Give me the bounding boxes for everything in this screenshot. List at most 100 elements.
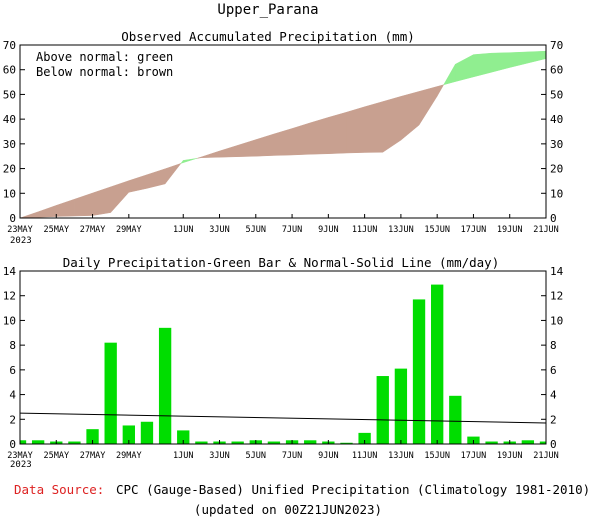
daily-bar xyxy=(431,284,444,444)
accumulated-title: Observed Accumulated Precipitation (mm) xyxy=(121,29,415,44)
accumulated-xtick-label: 21JUN xyxy=(533,225,559,235)
accumulated-ytick-left-label: 30 xyxy=(3,138,16,151)
accumulated-ytick-right-label: 30 xyxy=(550,138,563,151)
accumulated-ytick-left-label: 70 xyxy=(3,39,16,52)
daily-xtick-label: 13JUN xyxy=(388,451,414,461)
below-normal-area xyxy=(92,186,111,216)
daily-xtick-label: 9JUN xyxy=(318,451,338,461)
daily-title: Daily Precipitation-Green Bar & Normal-S… xyxy=(63,255,500,270)
daily-plot-frame xyxy=(19,270,547,445)
below-normal-area xyxy=(164,162,182,185)
daily-bar xyxy=(358,432,371,444)
accumulated-xtick-label: 3JUN xyxy=(209,225,229,235)
accumulated-ytick-left-label: 0 xyxy=(9,212,16,225)
daily-xtick-label: 17JUN xyxy=(461,451,487,461)
daily-ytick-right-label: 6 xyxy=(550,364,557,377)
daily-ytick-right-label: 2 xyxy=(550,413,557,426)
above-normal-area xyxy=(527,50,547,64)
daily-panel: Daily Precipitation-Green Bar & Normal-S… xyxy=(3,255,564,470)
below-normal-area xyxy=(110,180,130,214)
accumulated-xtick-label: 1JUN xyxy=(173,225,193,235)
accumulated-ytick-right-label: 70 xyxy=(550,39,563,52)
accumulated-xtick-label: 9JUN xyxy=(318,225,338,235)
daily-xtick-label: 3JUN xyxy=(209,451,229,461)
daily-bar xyxy=(521,440,535,444)
accumulated-ytick-right-label: 20 xyxy=(550,163,563,176)
accumulated-ytick-right-label: 40 xyxy=(550,113,563,126)
accumulated-ytick-left-label: 60 xyxy=(3,64,16,77)
accumulated-xtick-label: 25MAY xyxy=(43,225,69,235)
accumulated-xtick-label: 27MAY xyxy=(80,225,106,235)
daily-ytick-right-label: 8 xyxy=(550,339,557,352)
data-source-text: CPC (Gauge-Based) Unified Precipitation … xyxy=(116,482,590,497)
daily-ytick-right-label: 4 xyxy=(550,389,557,402)
below-normal-area xyxy=(196,156,202,159)
daily-bar xyxy=(340,442,353,444)
daily-xtick-label: 5JUN xyxy=(246,451,266,461)
below-normal-area xyxy=(418,86,438,126)
below-normal-area xyxy=(201,150,220,158)
daily-ytick-left-label: 0 xyxy=(9,438,16,451)
daily-ytick-left-label: 6 xyxy=(9,364,16,377)
accumulated-ticks: 0 0 10 10 20 20 30 30 40 40 50 50 60 60 70 70 23MAY 25MAY… xyxy=(3,39,564,235)
below-normal-area xyxy=(309,117,329,155)
below-normal-area xyxy=(328,111,347,155)
daily-bar xyxy=(68,441,81,444)
daily-bar xyxy=(177,430,190,444)
accumulated-plot-frame xyxy=(19,44,547,219)
daily-xtick-label: 27MAY xyxy=(80,451,106,461)
accumulated-xtick-label: 11JUN xyxy=(352,225,378,235)
daily-xtick-label: 15JUN xyxy=(424,451,450,461)
daily-xtick-label: 1JUN xyxy=(173,451,193,461)
below-normal-area xyxy=(364,101,384,153)
daily-normal-line xyxy=(19,412,547,424)
above-normal-area xyxy=(491,52,510,73)
above-normal-area xyxy=(509,51,529,68)
accumulated-xtick-label: 7JUN xyxy=(282,225,302,235)
accumulated-ytick-right-label: 60 xyxy=(550,64,563,77)
legend-below: Below normal: brown xyxy=(36,65,173,79)
accumulated-xtick-label: 15JUN xyxy=(424,225,450,235)
below-normal-area xyxy=(37,205,57,218)
above-normal-area xyxy=(182,158,197,163)
above-normal-area xyxy=(473,52,492,78)
below-normal-area xyxy=(19,211,39,219)
below-normal-area xyxy=(219,144,238,158)
below-normal-area xyxy=(237,139,257,157)
below-normal-area xyxy=(128,174,148,193)
daily-bar xyxy=(20,440,27,444)
daily-bar xyxy=(412,299,426,444)
updated-text: (updated on 00Z21JUN2023) xyxy=(194,502,382,517)
accumulated-ytick-left-label: 20 xyxy=(3,163,16,176)
daily-bar xyxy=(304,440,317,444)
daily-ytick-left-label: 8 xyxy=(9,339,16,352)
daily-xtick-label: 11JUN xyxy=(352,451,378,461)
daily-bar xyxy=(195,441,208,444)
daily-bar xyxy=(485,441,498,444)
daily-bar xyxy=(122,425,135,444)
daily-bar xyxy=(539,441,546,444)
daily-bars xyxy=(20,284,546,444)
accumulated-fill xyxy=(19,50,547,219)
daily-ytick-left-label: 14 xyxy=(3,265,17,278)
daily-bar xyxy=(104,342,117,444)
below-normal-area xyxy=(346,106,365,154)
page-title: Upper_Parana xyxy=(217,2,318,18)
daily-ytick-right-label: 14 xyxy=(550,265,564,278)
accumulated-year-label: 2023 xyxy=(10,236,32,246)
below-normal-area xyxy=(291,122,311,156)
daily-bar xyxy=(31,440,45,444)
accumulated-xtick-label: 29MAY xyxy=(116,225,142,235)
daily-ytick-left-label: 12 xyxy=(3,290,16,303)
accumulated-ytick-right-label: 50 xyxy=(550,88,563,101)
daily-xtick-label: 19JUN xyxy=(497,451,523,461)
daily-xtick-label: 29MAY xyxy=(116,451,142,461)
data-source-label: Data Source: xyxy=(14,482,104,497)
daily-bar xyxy=(231,441,244,444)
accumulated-xtick-label: 5JUN xyxy=(246,225,266,235)
above-normal-area xyxy=(180,159,184,164)
daily-bar xyxy=(449,395,462,444)
below-normal-area xyxy=(255,133,275,157)
below-normal-area xyxy=(436,84,445,98)
